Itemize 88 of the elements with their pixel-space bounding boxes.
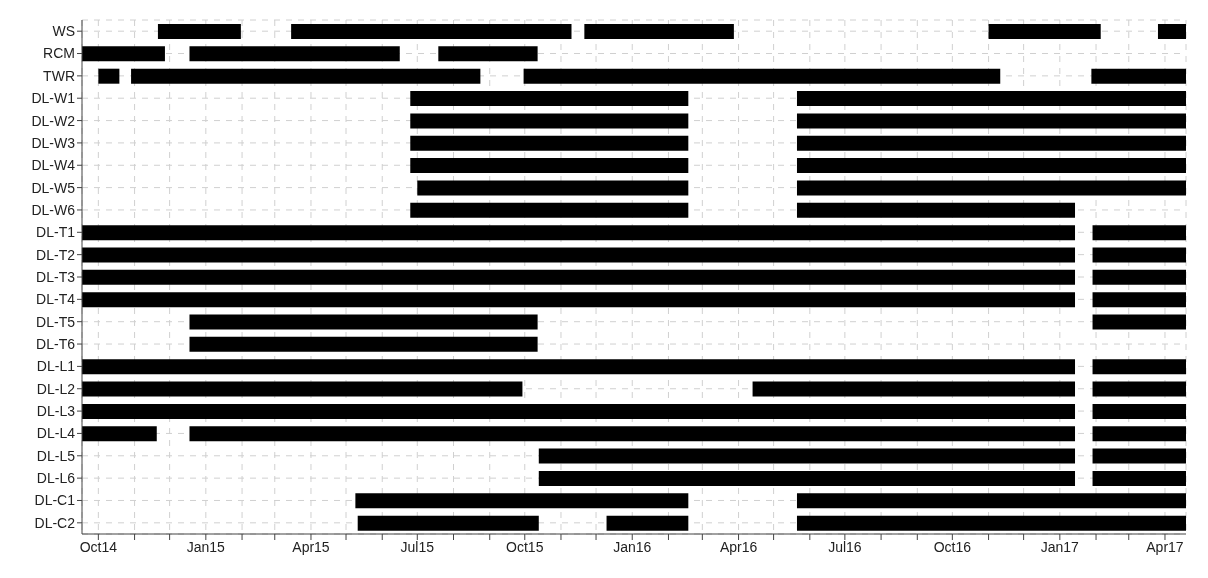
- bar: [189, 336, 538, 352]
- bar: [796, 515, 1186, 531]
- y-tick-label: DL-L5: [36, 447, 76, 464]
- bar: [1091, 68, 1186, 84]
- x-tick-label: Oct14: [79, 538, 118, 555]
- bar: [82, 225, 1076, 241]
- y-tick-label: DL-W5: [31, 179, 76, 196]
- x-tick-label: Apr17: [1146, 538, 1184, 555]
- bar: [1092, 247, 1186, 263]
- bar: [796, 113, 1186, 129]
- y-tick-label: DL-L3: [36, 403, 76, 420]
- bar: [1092, 426, 1186, 442]
- bar: [291, 24, 572, 39]
- bar: [189, 426, 1076, 442]
- y-tick-label: DL-W2: [31, 112, 76, 129]
- bar: [82, 269, 1076, 285]
- y-tick-label: DL-C1: [34, 492, 76, 509]
- bar: [82, 292, 1076, 308]
- bar: [584, 24, 734, 39]
- bar: [538, 448, 1076, 464]
- bar: [538, 470, 1076, 486]
- x-tick-label: Jul15: [400, 538, 435, 555]
- y-tick-label: DL-L4: [36, 425, 76, 442]
- x-tick-label: Apr15: [292, 538, 330, 555]
- x-tick-label: Jan16: [613, 538, 652, 555]
- bar: [1092, 381, 1186, 397]
- bar: [98, 68, 120, 84]
- x-tick-label: Oct16: [933, 538, 972, 555]
- y-tick-label: DL-T3: [36, 268, 76, 285]
- bar: [355, 493, 689, 509]
- bar: [438, 46, 538, 62]
- y-tick-label: TWR: [43, 67, 75, 84]
- bar: [82, 247, 1076, 263]
- bar: [1092, 225, 1186, 241]
- y-tick-label: DL-L2: [36, 380, 76, 397]
- bar: [796, 493, 1186, 509]
- bar: [523, 68, 1001, 84]
- y-tick-label: DL-W4: [31, 157, 76, 174]
- bar: [606, 515, 689, 531]
- y-tick-label: DL-W3: [31, 134, 76, 151]
- y-tick-label: DL-T4: [36, 291, 76, 308]
- bar: [1092, 403, 1186, 419]
- bar: [988, 24, 1101, 39]
- y-tick-label: DL-W1: [31, 90, 76, 107]
- bar: [752, 381, 1076, 397]
- bar: [357, 515, 539, 531]
- y-tick-label: DL-T1: [36, 224, 76, 241]
- x-tick-label: Jan15: [186, 538, 226, 555]
- bar: [1092, 448, 1186, 464]
- bar: [796, 135, 1186, 151]
- bar: [410, 113, 689, 129]
- y-tick-label: RCM: [43, 45, 75, 62]
- x-tick-label: Oct15: [506, 538, 544, 555]
- y-tick-label: DL-C2: [34, 514, 76, 531]
- bar: [157, 24, 241, 39]
- bar: [82, 46, 165, 62]
- bar: [1092, 314, 1186, 330]
- bar: [796, 158, 1186, 174]
- bar: [1092, 359, 1186, 375]
- bar: [410, 135, 689, 151]
- bar: [796, 180, 1186, 196]
- bar: [189, 46, 400, 62]
- bar: [410, 91, 689, 107]
- y-tick-label: WS: [52, 23, 75, 40]
- x-tick-label: Jul16: [828, 538, 862, 555]
- bar: [410, 158, 689, 174]
- bar: [189, 314, 538, 330]
- y-tick-label: DL-L6: [36, 470, 76, 487]
- x-tick-label: Apr16: [719, 538, 758, 555]
- bar: [417, 180, 689, 196]
- bar: [1092, 292, 1186, 308]
- bar: [131, 68, 481, 84]
- bar: [82, 381, 523, 397]
- bar: [796, 91, 1186, 107]
- y-tick-label: DL-L1: [36, 358, 76, 375]
- y-tick-label: DL-T2: [36, 246, 76, 263]
- bar: [82, 426, 157, 442]
- bar: [1157, 24, 1186, 39]
- y-tick-label: DL-T6: [36, 336, 76, 353]
- bar: [410, 202, 689, 218]
- bar: [796, 202, 1076, 218]
- bar: [82, 359, 1076, 375]
- y-tick-label: DL-W6: [31, 201, 76, 218]
- y-tick-label: DL-T5: [36, 313, 76, 330]
- bar: [1092, 470, 1186, 486]
- bar: [82, 403, 1076, 419]
- bar: [1092, 269, 1186, 285]
- x-tick-label: Jan17: [1040, 538, 1080, 555]
